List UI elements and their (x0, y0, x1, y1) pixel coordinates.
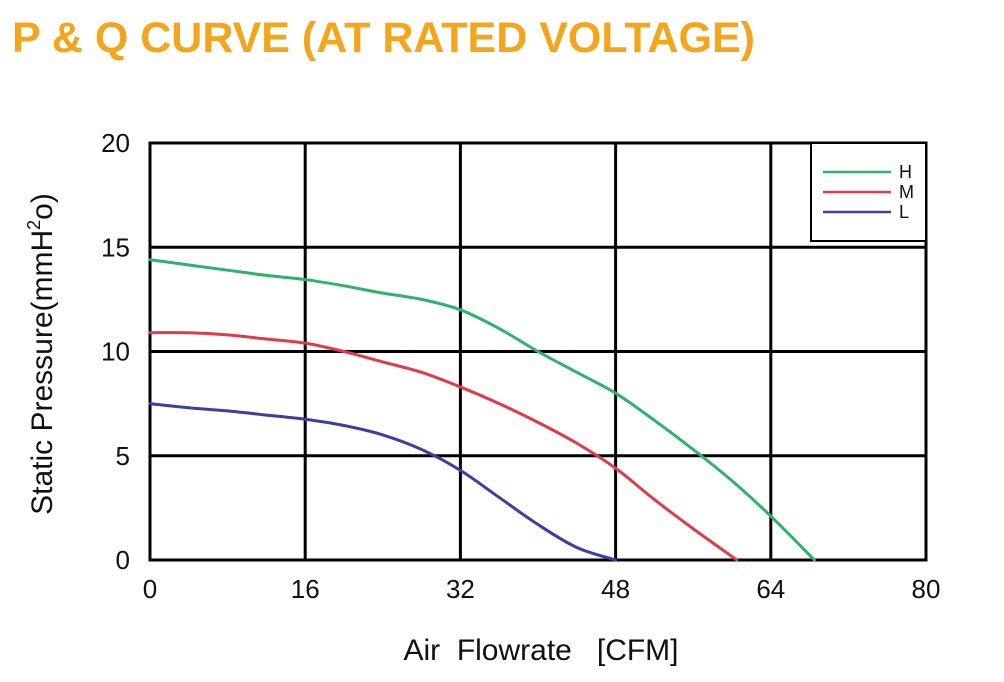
x-tick-label-64: 64 (756, 574, 785, 604)
series-line-L (148, 402, 618, 562)
y-axis-title: Static Pressure(mmH2o) (24, 193, 59, 515)
x-tick-label-32: 32 (446, 574, 475, 604)
y-tick-label-0: 0 (116, 545, 130, 575)
y-tick-label-15: 15 (101, 232, 130, 262)
x-tick-label-48: 48 (601, 574, 630, 604)
y-axis-title-tail: o) (26, 193, 59, 220)
y-axis-title-superscript: 2 (24, 220, 44, 230)
chart-title: P & Q CURVE (AT RATED VOLTAGE) (12, 14, 755, 62)
legend-label-M: M (899, 182, 914, 202)
tick-labels: 0 16 32 48 64 80 0 5 10 15 20 (101, 128, 940, 604)
legend-label-H: H (899, 162, 912, 182)
x-tick-label-0: 0 (143, 574, 157, 604)
y-tick-label-5: 5 (116, 441, 130, 471)
series-line-H (148, 258, 816, 562)
legend: HML (810, 142, 927, 242)
y-tick-label-20: 20 (101, 128, 130, 158)
x-tick-label-80: 80 (912, 574, 941, 604)
y-axis-title-main: Static Pressure(mmH (26, 230, 59, 515)
x-axis-title: Air Flowrate [CFM] (403, 634, 678, 667)
legend-label-L: L (899, 202, 909, 222)
y-tick-label-10: 10 (101, 337, 130, 367)
x-tick-label-16: 16 (291, 574, 320, 604)
series-line-M (148, 331, 739, 562)
series-layer (148, 258, 816, 562)
